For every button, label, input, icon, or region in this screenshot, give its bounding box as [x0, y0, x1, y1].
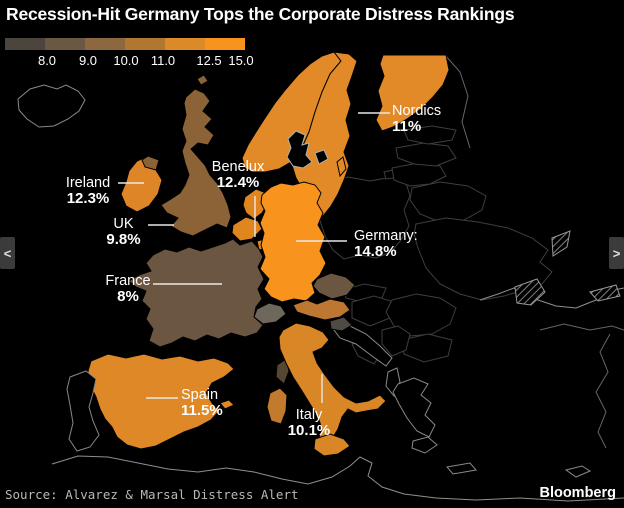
- map-iceland: [17, 84, 86, 128]
- label-germany: Germany: 14.8%: [354, 228, 418, 260]
- map-sicily: [313, 433, 351, 457]
- prev-chart-button[interactable]: <: [0, 237, 15, 269]
- map-croatia: [333, 325, 393, 367]
- map-hatched-area-1: [551, 230, 571, 257]
- label-ireland-value: 12.3%: [66, 190, 110, 207]
- map-austria: [292, 298, 351, 321]
- label-benelux-value: 12.4%: [216, 174, 260, 191]
- label-germany-value: 14.8%: [354, 243, 397, 260]
- legend-swatch-4: [125, 38, 165, 50]
- map-crete: [446, 462, 477, 475]
- label-spain: Spain 11.5%: [181, 387, 223, 419]
- map-sardinia: [266, 387, 288, 425]
- coastal-outlines: [17, 84, 592, 478]
- map-estonia: [403, 125, 457, 145]
- label-italy: Italy 10.1%: [286, 407, 332, 439]
- label-italy-name: Italy: [295, 407, 323, 423]
- far-coastlines: [444, 54, 624, 449]
- map-turkey-north-coast: [539, 323, 624, 331]
- label-spain-name: Spain: [181, 387, 219, 403]
- legend-swatch-1: [5, 38, 45, 50]
- label-germany-name: Germany:: [354, 228, 418, 244]
- map-cyprus: [564, 465, 592, 478]
- map-romania: [385, 293, 457, 337]
- map-latvia: [395, 142, 457, 167]
- data-countries: [87, 51, 450, 457]
- map-denmark-islands: [314, 149, 329, 165]
- map-denmark: [286, 130, 329, 169]
- legend-color-bar: [5, 38, 245, 50]
- map-italy: [278, 322, 387, 447]
- map-balearics: [219, 399, 235, 410]
- label-benelux-name: Benelux: [211, 159, 265, 175]
- map-hatched-crimea: [514, 278, 546, 306]
- map-denmark-jutland: [286, 130, 313, 169]
- map-spain: [87, 353, 235, 450]
- bloomberg-logo: Bloomberg: [539, 485, 616, 501]
- label-uk-value: 9.8%: [106, 231, 141, 248]
- label-france-value: 8%: [117, 288, 139, 305]
- label-benelux: Benelux 12.4%: [208, 159, 268, 191]
- legend-swatch-6: [205, 38, 245, 50]
- map-finland: [375, 54, 450, 132]
- map-hatched-area-2: [589, 284, 621, 302]
- legend-tick-15: 15.0: [228, 53, 254, 68]
- map-great-britain: [160, 88, 232, 237]
- map-belarus: [409, 181, 487, 223]
- map-germany: [259, 181, 327, 303]
- map-shetland: [196, 74, 209, 86]
- legend-swatch-3: [85, 38, 125, 50]
- label-uk-name: UK: [113, 216, 134, 232]
- map-peloponnese: [411, 436, 438, 454]
- map-northern-ireland: [141, 155, 160, 171]
- map-sweden: [290, 51, 358, 225]
- legend-tick-9: 9.0: [78, 53, 98, 68]
- label-france-name: France: [105, 273, 151, 289]
- legend-tick-11: 11.0: [150, 53, 176, 68]
- map-portugal: [66, 370, 100, 452]
- map-greece: [392, 377, 436, 438]
- legend-tick-8: 8.0: [37, 53, 57, 68]
- map-russia-border: [444, 54, 471, 149]
- label-ireland: Ireland 12.3%: [59, 175, 117, 207]
- legend-swatch-5: [165, 38, 205, 50]
- label-france: France 8%: [102, 273, 154, 305]
- label-nordics: Nordics 11%: [392, 103, 441, 135]
- hatched-regions: [514, 230, 621, 306]
- label-ireland-name: Ireland: [65, 175, 111, 191]
- leader-lines: [118, 112, 390, 403]
- legend-tick-12-5: 12.5: [196, 53, 222, 68]
- next-chart-button[interactable]: >: [609, 237, 624, 269]
- chevron-right-icon: >: [612, 245, 621, 261]
- map-africa-coast: [51, 455, 624, 502]
- label-uk: UK 9.8%: [100, 216, 147, 248]
- map-bulgaria: [401, 333, 453, 363]
- label-italy-value: 10.1%: [287, 422, 331, 439]
- label-spain-value: 11.5%: [181, 402, 223, 419]
- label-nordics-value: 11%: [392, 118, 422, 135]
- map-gotland: [336, 156, 347, 178]
- legend-swatch-2: [45, 38, 85, 50]
- map-serbia: [381, 325, 411, 357]
- source-text: Source: Alvarez & Marsal Distress Alert: [5, 487, 299, 502]
- map-czechia: [312, 272, 356, 300]
- no-data-countries: [317, 125, 553, 365]
- chart-title: Recession-Hit Germany Tops the Corporate…: [6, 4, 515, 24]
- legend-tick-10: 10.0: [113, 53, 139, 68]
- map-turkey-west-coast: [595, 333, 611, 449]
- label-nordics-name: Nordics: [392, 103, 442, 119]
- map-slovenia: [329, 316, 353, 332]
- chevron-left-icon: <: [3, 245, 12, 261]
- map-belgium: [231, 216, 263, 242]
- map-france: [128, 238, 265, 348]
